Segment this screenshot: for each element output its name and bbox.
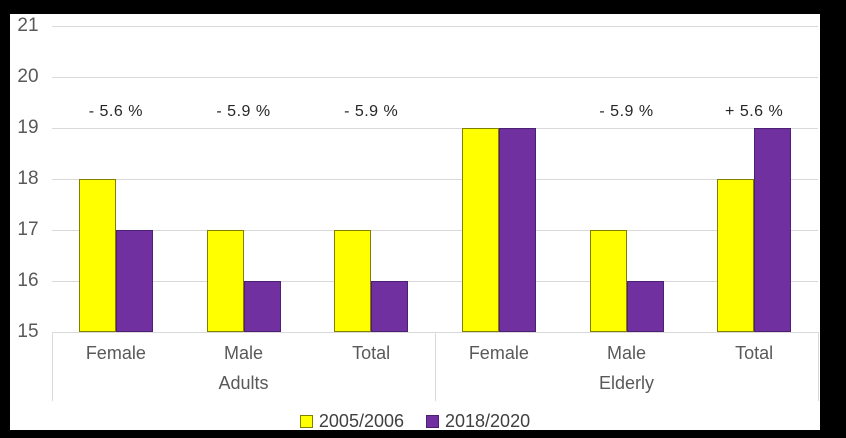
category-label-elderly-female: Female [468, 343, 529, 363]
gridline-19 [52, 128, 818, 129]
category-label-adults-total: Total [352, 343, 391, 363]
y-tick-label-18: 18 [17, 168, 39, 189]
axis-divider-2 [818, 332, 819, 401]
bar-2018-2020-adults-female [115, 230, 153, 332]
legend-swatch-2005-2006 [299, 414, 313, 428]
y-tick-label-19: 19 [17, 117, 39, 138]
gridline-16 [52, 281, 818, 282]
legend-item-2005-2006: 2005/2006 [299, 410, 404, 432]
bar-annotation-adults-male: - 5.9 % [216, 103, 271, 120]
gridline-20 [52, 77, 818, 78]
axis-divider-0 [52, 332, 53, 401]
bar-2018-2020-adults-total [371, 281, 409, 332]
legend-label-2018-2020: 2018/2020 [445, 410, 531, 431]
bar-2005-2006-adults-female [78, 179, 116, 332]
bar-2005-2006-adults-male [206, 230, 244, 332]
bar-2018-2020-adults-male [243, 281, 281, 332]
bar-2018-2020-elderly-female [498, 128, 536, 332]
axis-divider-1 [435, 332, 436, 401]
bar-2005-2006-elderly-female [461, 128, 499, 332]
category-label-adults-male: Male [223, 343, 263, 363]
bar-2005-2006-adults-total [334, 230, 372, 332]
bar-annotation-elderly-male: - 5.9 % [599, 103, 654, 120]
bar-2018-2020-elderly-total [754, 128, 792, 332]
y-tick-label-20: 20 [17, 66, 39, 87]
bar-annotation-elderly-total: + 5.6 % [725, 103, 784, 120]
bar-2005-2006-elderly-male [589, 230, 627, 332]
bar-annotation-adults-female: - 5.6 % [88, 103, 143, 120]
gridline-17 [52, 230, 818, 231]
gridline-18 [52, 179, 818, 180]
category-label-adults-female: Female [85, 343, 146, 363]
bar-2018-2020-elderly-male [626, 281, 664, 332]
chart-legend: 2005/2006 2018/2020 [10, 410, 820, 432]
legend-swatch-2018-2020 [426, 414, 439, 428]
chart-area: 2005/2006 2018/2020 21 20 19 18 17 16 15 - 5.6 %… [10, 14, 820, 432]
y-tick-label-17: 17 [17, 219, 39, 240]
y-tick-label-16: 16 [17, 270, 39, 291]
y-tick-label-15: 15 [17, 321, 39, 342]
legend-label-2005-2006: 2005/2006 [318, 410, 404, 431]
gridline-21 [52, 26, 818, 27]
category-label-elderly-male: Male [606, 343, 646, 363]
category-label-elderly-total: Total [735, 343, 774, 363]
legend-item-2018-2020: 2018/2020 [426, 411, 530, 432]
group-label-elderly: Elderly [598, 373, 655, 393]
group-label-adults: Adults [218, 373, 269, 393]
bar-2005-2006-elderly-total [717, 179, 755, 332]
bar-annotation-adults-total: - 5.9 % [344, 103, 399, 120]
y-tick-label-21: 21 [17, 15, 39, 36]
